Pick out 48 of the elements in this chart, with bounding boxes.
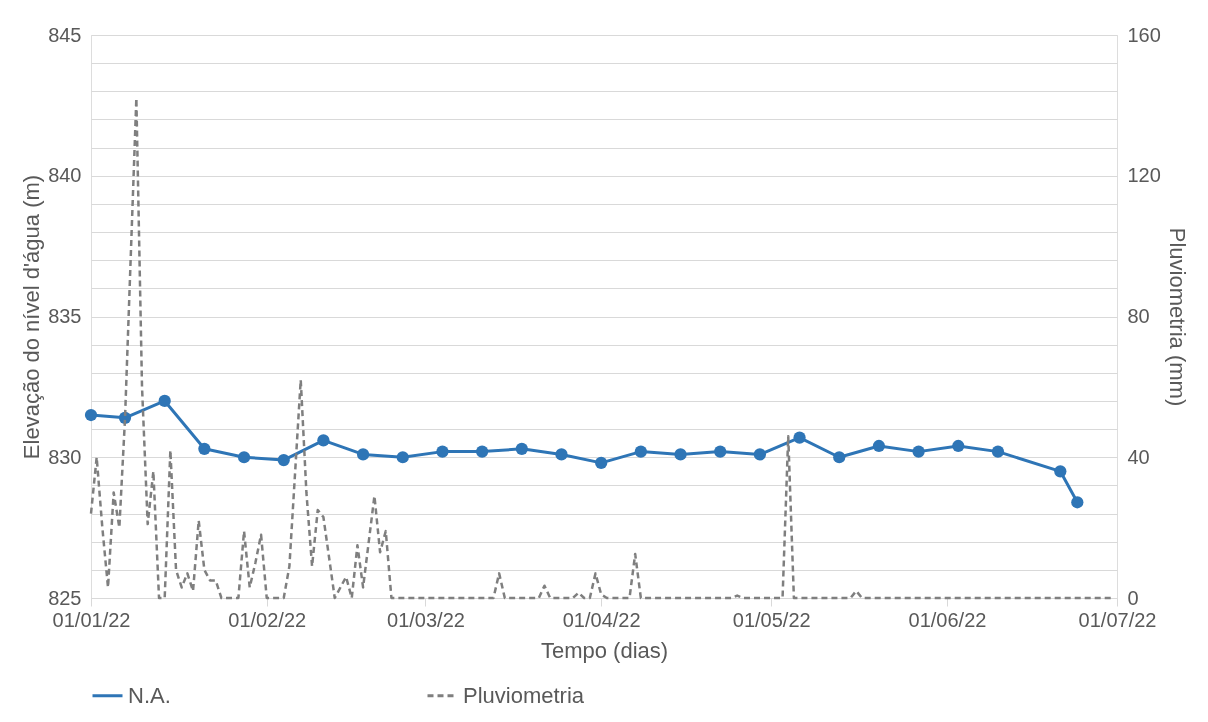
point: [436, 445, 449, 458]
y-tick-label: 825: [48, 586, 82, 609]
y-tick-label: 840: [48, 164, 82, 187]
y2-tick-label: 0: [1127, 586, 1139, 609]
point: [515, 442, 528, 455]
x-tick-label: 01/06/22: [908, 608, 987, 631]
point: [753, 448, 767, 461]
x-tick-label: 01/07/22: [1078, 608, 1157, 631]
point: [1054, 465, 1067, 478]
x-tick-label: 01/02/22: [228, 608, 307, 631]
legend-label: Pluviometria: [463, 682, 585, 708]
point: [991, 445, 1005, 458]
point: [317, 434, 330, 447]
line-series: [89, 97, 1113, 600]
y2-axis-title: Pluviometria (mm): [1164, 227, 1190, 407]
point: [634, 445, 647, 458]
point: [674, 448, 687, 461]
y-tick-label: 845: [48, 23, 82, 46]
point: [356, 448, 370, 461]
y2-tick-label: 120: [1127, 164, 1161, 187]
point: [595, 456, 608, 469]
point: [833, 451, 846, 464]
point: [476, 445, 489, 458]
legend-label: N.A.: [128, 682, 171, 708]
point: [277, 453, 290, 467]
point: [872, 439, 886, 453]
point: [912, 445, 925, 458]
y-tick-label: 835: [48, 305, 82, 327]
point: [1071, 496, 1084, 509]
x-tick-label: 01/01/22: [52, 608, 131, 631]
point: [84, 408, 98, 422]
point: [793, 431, 806, 444]
y-axis-title: Elevação do nível d'água (m): [19, 174, 45, 460]
point: [198, 442, 211, 455]
x-tick-label: 01/05/22: [732, 608, 811, 631]
point: [952, 439, 965, 453]
point: [396, 451, 409, 464]
y2-tick-label: 80: [1127, 305, 1150, 327]
point: [158, 394, 171, 408]
y-tick-label: 830: [48, 445, 82, 468]
x-tick-label: 01/03/22: [387, 608, 465, 631]
point: [237, 451, 251, 464]
x-axis-title: Tempo (dias): [540, 637, 669, 663]
point: [555, 448, 568, 461]
y2-tick-label: 40: [1127, 445, 1150, 468]
x-tick-label: 01/04/22: [562, 608, 641, 631]
point: [714, 445, 727, 458]
y2-tick-label: 160: [1127, 23, 1161, 46]
